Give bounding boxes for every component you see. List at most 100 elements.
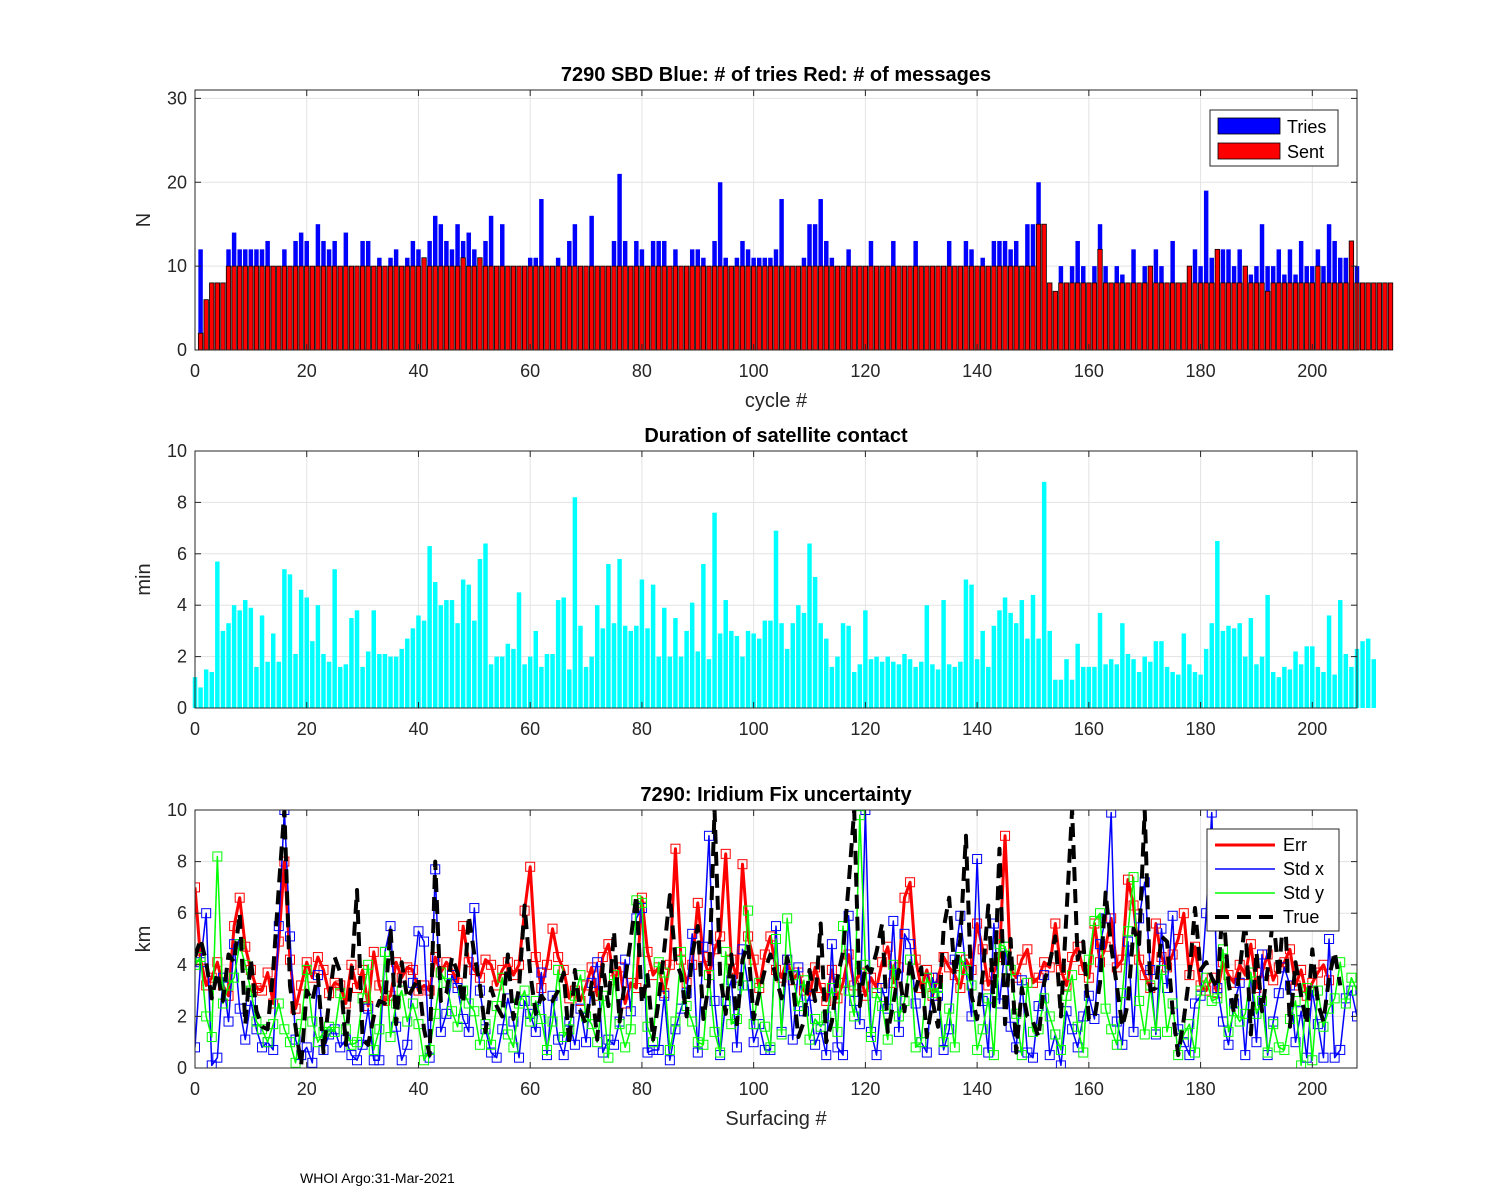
series-marker (541, 1044, 552, 1055)
duration-bar (1136, 672, 1142, 708)
sent-bar (924, 265, 930, 351)
duration-bar (807, 543, 812, 708)
duration-bar (1142, 656, 1147, 708)
series-marker (491, 1001, 502, 1012)
sent-bar (605, 265, 612, 351)
series-marker (229, 972, 240, 983)
x-tick-label: 20 (297, 361, 317, 381)
sent-bar (421, 257, 427, 351)
series-marker (553, 1034, 564, 1045)
sent-bar (376, 265, 382, 351)
sent-bar (270, 265, 276, 351)
sent-bar (689, 265, 695, 351)
duration-bar (645, 628, 650, 708)
duration-bar (1293, 651, 1298, 708)
plot-frame (194, 809, 1358, 1069)
series-marker (1000, 830, 1011, 841)
series-marker (743, 931, 754, 942)
series-marker (933, 983, 944, 994)
sent-bar (784, 265, 790, 351)
duration-bar (701, 564, 706, 708)
series-marker (1273, 1042, 1284, 1053)
duration-bar (963, 579, 969, 708)
duration-bar (388, 656, 393, 708)
series-marker (581, 1037, 592, 1048)
duration-bar (986, 666, 991, 708)
series-marker (1318, 1052, 1329, 1063)
series-marker (938, 1044, 949, 1055)
series-marker (754, 1019, 765, 1030)
sent-bar (225, 265, 232, 351)
series-marker (530, 952, 541, 963)
duration-bar (628, 630, 633, 708)
series-marker (1106, 1024, 1117, 1035)
series-marker (1139, 877, 1150, 888)
sent-bar (728, 265, 734, 351)
series-marker (262, 1037, 273, 1048)
duration-bar (1265, 594, 1270, 708)
duration-bar (203, 669, 209, 708)
duration-bar (835, 656, 840, 708)
series-marker (536, 1013, 547, 1024)
duration-bar (449, 600, 455, 708)
sent-bar (1382, 282, 1388, 351)
sent-bar (1337, 282, 1343, 351)
series-marker (402, 1016, 413, 1027)
series-marker (262, 967, 273, 978)
duration-bar (488, 664, 494, 708)
series-marker (1251, 1037, 1262, 1048)
sent-bar (1292, 282, 1299, 351)
duration-bar (673, 618, 678, 708)
plot-frame (194, 89, 1358, 351)
duration-bar (243, 600, 248, 708)
series-marker (469, 903, 480, 914)
series-marker (547, 923, 558, 934)
sent-bar (711, 265, 718, 351)
duration-bar (276, 661, 282, 708)
sent-bar (1214, 248, 1220, 351)
duration-bar (1036, 638, 1041, 708)
sent-bar (309, 265, 315, 351)
legend-label: Err (1283, 835, 1307, 855)
series-marker (307, 1057, 318, 1068)
sent-bar (438, 265, 444, 351)
series-marker (1122, 874, 1133, 885)
series-marker (519, 985, 530, 996)
duration-bar (1108, 659, 1114, 708)
sent-bar (1008, 265, 1014, 351)
sent-bar (600, 265, 606, 351)
duration-bar (1069, 679, 1075, 708)
series-marker (195, 1042, 200, 1053)
sent-bar (354, 265, 360, 351)
duration-bar (1315, 666, 1321, 708)
legend-label: True (1283, 907, 1319, 927)
duration-bar (801, 612, 807, 708)
sent-bar (1320, 282, 1327, 351)
sent-bar (1197, 282, 1204, 351)
series-marker (1329, 1052, 1340, 1063)
x-tick-label: 200 (1297, 361, 1327, 381)
sent-bar (1158, 282, 1165, 351)
duration-bar (304, 597, 309, 708)
series-marker (1106, 913, 1117, 924)
duration-bar (360, 666, 365, 708)
sent-bar (494, 265, 500, 351)
series-marker (994, 939, 1005, 950)
sent-bar (203, 299, 209, 351)
sent-bar (952, 265, 958, 351)
sent-bar (1348, 240, 1355, 351)
series-marker (787, 1034, 798, 1045)
sent-bar (901, 265, 908, 351)
x-tick-label: 80 (632, 1079, 652, 1099)
duration-bar (851, 672, 857, 708)
duration-bar (416, 615, 421, 708)
duration-bar (1097, 612, 1103, 708)
sent-bar (946, 265, 952, 351)
series-marker (407, 998, 418, 1009)
duration-bar (466, 584, 471, 708)
series-marker (810, 1039, 821, 1050)
sent-bar (1231, 282, 1237, 351)
sent-bar (890, 265, 896, 351)
duration-bar (991, 625, 997, 708)
series-marker (273, 998, 284, 1009)
